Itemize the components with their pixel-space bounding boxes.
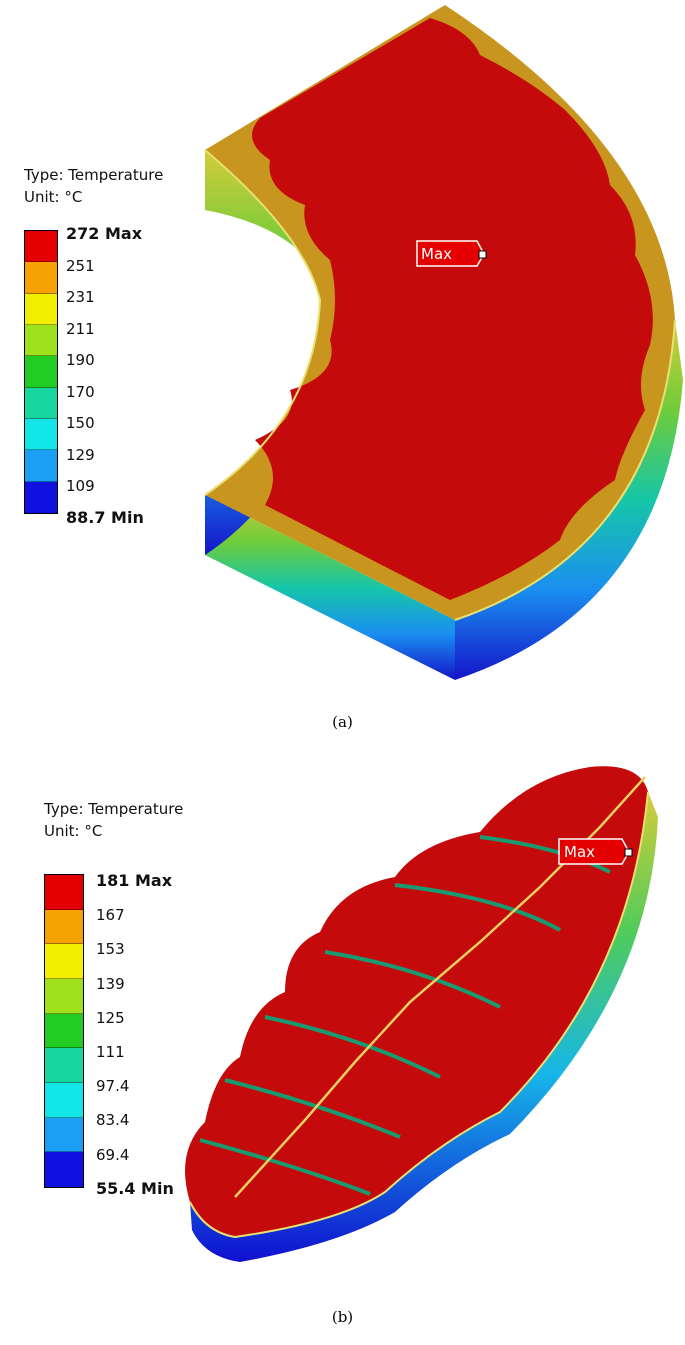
pad-center-groove [234, 776, 646, 1198]
scale-band-1 [25, 262, 57, 294]
pad-top-face [185, 766, 648, 1237]
scale-band-0 [25, 231, 57, 263]
disc-side-face-outer [455, 320, 683, 680]
legend-unit-label: Unit: °C [44, 822, 103, 840]
scale-tick-label: 211 [66, 319, 95, 338]
figure-b-panel: Max Type: Temperature Unit: °C 181 Max 16… [0, 752, 685, 1292]
scale-tick-label: 251 [66, 256, 95, 275]
legend-type-label: Type: Temperature [44, 800, 184, 818]
scale-band-0 [45, 875, 83, 910]
temperature-legend-b: Type: Temperature Unit: °C [44, 798, 183, 842]
temperature-legend-a: Type: Temperature Unit: °C [24, 164, 163, 208]
max-marker-a: Max [416, 240, 487, 267]
scale-band-8 [45, 1152, 83, 1187]
scale-tick-label: 55.4 Min [96, 1178, 174, 1198]
scale-tick-label: 153 [96, 940, 125, 959]
disc-sector-model: Max [204, 5, 683, 680]
scale-tick-label: 125 [96, 1008, 125, 1027]
pad-edge-highlight [189, 791, 649, 1239]
legend-unit-label: Unit: °C [24, 188, 83, 206]
scale-band-5 [45, 1048, 83, 1083]
max-marker-b: Max [558, 838, 633, 865]
scale-tick-label: 97.4 [96, 1077, 130, 1096]
scale-band-6 [25, 418, 57, 451]
outer-edge-highlight [454, 319, 676, 621]
color-scale-bar-b [44, 874, 84, 1188]
color-scale-bar-a [24, 230, 58, 514]
scale-band-5 [25, 387, 57, 419]
caption-a: (a) [332, 713, 353, 731]
scale-band-7 [25, 450, 57, 482]
max-marker-label: Max [421, 245, 452, 263]
scale-tick-label: 109 [66, 477, 95, 495]
scale-tick-label: 170 [66, 382, 95, 401]
scale-tick-label: 83.4 [96, 1111, 130, 1130]
scale-band-3 [45, 978, 83, 1014]
scale-tick-label: 231 [66, 288, 95, 306]
scale-band-2 [45, 944, 83, 979]
scale-tick-label: 111 [96, 1043, 125, 1061]
scale-tick-label: 190 [66, 351, 95, 369]
scale-tick-label: 150 [66, 414, 95, 432]
scale-band-8 [25, 481, 57, 513]
scale-band-6 [45, 1082, 83, 1118]
scale-tick-label: 139 [96, 974, 125, 993]
scale-band-2 [25, 293, 57, 325]
legend-type-label: Type: Temperature [24, 166, 164, 184]
disc-side-face-front [205, 495, 455, 680]
scale-band-7 [45, 1117, 83, 1153]
figure-a-panel: Max Type: Temperature Unit: °C 272 Max 25… [24, 5, 683, 680]
scale-tick-label: 167 [96, 906, 125, 925]
inner-edge-highlight [204, 149, 322, 496]
brake-pad-model: Max [185, 766, 658, 1262]
scale-band-3 [25, 324, 57, 357]
scale-band-1 [45, 909, 83, 945]
scale-tick-label: 181 Max [96, 871, 173, 890]
scale-tick-label: 129 [66, 445, 95, 464]
pad-side-face [190, 792, 658, 1262]
scale-band-4 [25, 356, 57, 388]
scale-tick-label: 272 Max [66, 224, 143, 243]
caption-b: (b) [331, 1308, 354, 1326]
scale-tick-label: 88.7 Min [66, 507, 144, 527]
hot-zone-region [252, 18, 653, 600]
scale-band-4 [45, 1013, 83, 1049]
scale-tick-label: 69.4 [96, 1145, 130, 1164]
max-marker-label: Max [564, 843, 595, 861]
